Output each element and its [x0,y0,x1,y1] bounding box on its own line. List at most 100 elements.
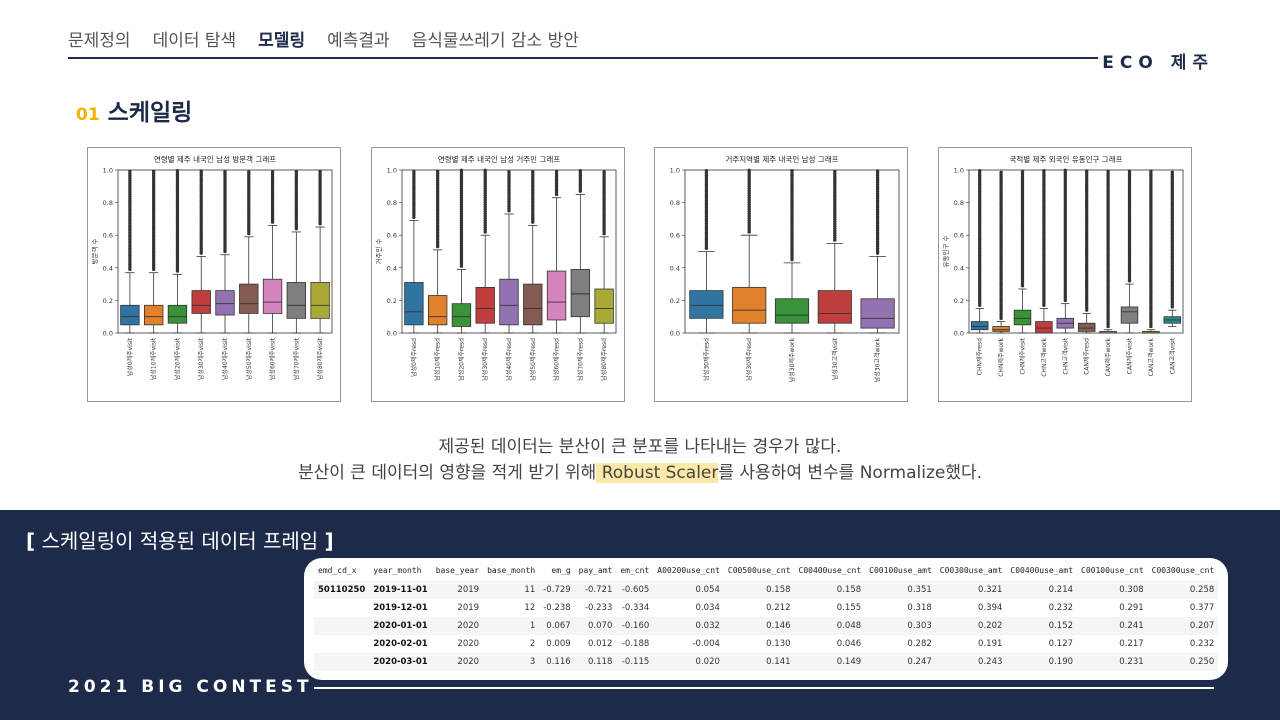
table-cell: 2019 [431,581,484,599]
box-body [1077,322,1096,332]
box-mark [523,170,543,334]
box-mark [992,170,1010,334]
outlier-point [247,170,251,174]
table-cell: 0.214 [1006,581,1078,599]
table-cell: 2020-02-01 [373,639,428,649]
outlier-point [704,168,709,173]
x-tick-label: 남성80제주visit [316,337,324,380]
box-body [1013,309,1032,326]
table-row: 50110250 2019-11-01 2019 11 -0.729 -0.721 -0.6… [314,581,1219,599]
table-cell: 0.241 [1077,617,1148,635]
box-mark [860,169,895,334]
box-body [191,290,211,314]
x-tick-label: 남성20제주resd [457,338,465,381]
table-cell: 0.247 [865,653,936,671]
box-mark [427,169,448,334]
bracket-open: [ [26,529,36,553]
x-tick-label: CHN고객work [1041,337,1048,376]
box-mark [689,168,724,334]
outlier-point [602,170,606,174]
table-cell: -0.238 [543,603,571,613]
box-mark [262,170,283,334]
table-row: 2020-02-01 2020 2 0.009 0.012 -0.188 -0.004 0.1… [314,635,1218,653]
table-cell: 0.232 [1189,639,1215,649]
box-mark [546,169,567,334]
x-tick-label: 남성60제주visit [269,337,277,380]
y-tick-label: 0.8 [387,199,397,207]
table-cell: 11 [483,581,540,599]
outlier-point [554,169,559,174]
table-row: 2019-12-01 2019 12 -0.238 -0.233 -0.334 0.034 0… [314,599,1218,617]
x-tick-label: 남성60제주resd [553,338,561,381]
table-cell: 2020-01-01 [369,617,432,635]
description-line-2: 분산이 큰 데이터의 영향을 적게 받기 위해 Robust Scaler를 사… [0,458,1280,483]
x-tick-label: 남성30고객work [874,337,882,382]
x-tick-label: CAN제주work [1104,337,1112,376]
box-body [499,278,519,326]
outlier-point [175,168,180,173]
table-cell: 0.318 [907,603,932,613]
outlier-point [1020,169,1025,174]
x-tick-label: 남성50제주resd [529,338,537,381]
y-tick-label: 0.6 [670,232,680,240]
y-tick-label: 0.0 [670,330,680,338]
table-cell: -0.334 [621,603,650,613]
table-cell: 0.232 [1048,603,1074,613]
box-body [523,283,543,326]
x-tick-label: 남성30제주resd [481,338,489,381]
y-axis-label: 유동인구 수 [941,235,950,267]
outlier-point [1042,168,1046,173]
y-tick-label: 0.4 [387,264,397,272]
table-cell: 2020 [431,617,484,635]
box-mark [1120,169,1139,334]
nav-item-problem[interactable]: 문제정의 [68,31,131,51]
x-tick-label: 남성30제주work [788,337,796,382]
chart-title: 국적별 제주 외국인 유동인구 그래프 [1009,154,1122,164]
chart-title: 거주지역별 제주 내국인 남성 그래프 [725,154,838,164]
x-tick-label: 남성30제주resd [702,338,710,381]
table-cell [314,635,369,653]
y-tick-label: 1.0 [103,167,113,175]
x-tick-label: 남성70제주visit [292,337,300,380]
table-cell: 0.158 [723,581,795,599]
x-tick-label: CAN제주resd [1083,338,1091,375]
table-cell: 2019 [457,603,480,613]
outlier-point [978,168,982,173]
nav-item-prediction[interactable]: 예측결과 [327,31,390,51]
column-header: C00400use_amt [1010,566,1074,575]
x-tick-label: CHN제주visit [1019,337,1027,374]
y-tick-label: 0.4 [103,264,113,272]
box-body [817,290,852,324]
nav-item-explore[interactable]: 데이터 탐색 [152,31,237,51]
table-cell: 0.152 [1006,617,1078,635]
table-cell: 0.034 [695,603,720,613]
column-header: C00300use_amt [939,566,1003,575]
section-number: 01 [76,105,100,125]
box-mark [120,169,140,334]
table-cell: 0.155 [836,603,862,613]
nav-item-reduction[interactable]: 음식물쓰레기 감소 방안 [411,31,579,51]
table-cell: -0.605 [616,581,654,599]
table-cell: 0.127 [1048,639,1074,649]
outlier-point [318,169,322,174]
outlier-point [507,170,511,174]
table-cell: 0.258 [1147,581,1219,599]
plot-frame [968,169,1184,334]
table-cell: -0.115 [616,653,654,671]
table-cell: 2020-03-01 [369,653,432,671]
table-cell: 0.067 [539,617,575,635]
box-mark [143,169,164,334]
nav-item-modeling[interactable]: 모델링 [258,31,306,51]
x-tick-label: 남성0제주resd [410,338,418,377]
box-mark [1077,169,1096,334]
box-body [262,278,283,314]
x-tick-label: CHN제주resd [976,338,984,375]
box-body [1035,321,1053,334]
box-mark [970,168,989,334]
y-tick-label: 0.8 [670,199,680,207]
y-tick-label: 0.0 [954,330,964,338]
box-body [427,295,448,326]
box-mark [499,170,519,334]
outlier-point [1063,168,1067,173]
chart-foreign-nationality: 국적별 제주 외국인 유동인구 그래프 0.0 0.2 0.4 0.6 0.8 1.0 유동인… [938,147,1192,402]
